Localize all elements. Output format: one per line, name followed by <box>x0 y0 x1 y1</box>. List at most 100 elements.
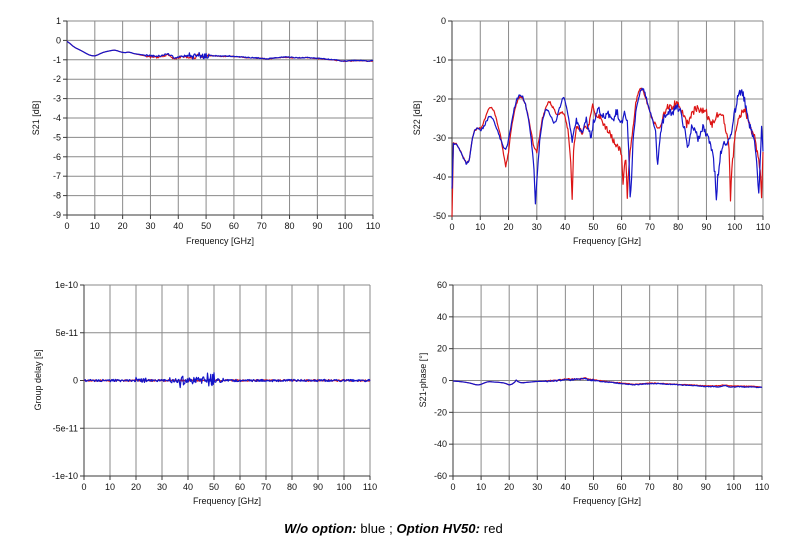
x-tick-label: 90 <box>701 482 711 492</box>
x-tick-label: 10 <box>476 482 486 492</box>
x-tick-label: 0 <box>81 482 86 492</box>
x-tick-label: 40 <box>560 222 570 232</box>
x-tick-label: 0 <box>449 222 454 232</box>
y-tick-label: -5e-11 <box>53 423 78 433</box>
x-tick-label: 80 <box>673 482 683 492</box>
x-tick-label: 50 <box>588 482 598 492</box>
x-tick-label: 80 <box>673 222 683 232</box>
y-tick-label: -1e-10 <box>52 471 78 481</box>
trace-option-hv50 <box>66 40 374 63</box>
x-tick-label: 40 <box>560 482 570 492</box>
s21-phase-x-axis-label: Frequency [GHz] <box>572 496 642 506</box>
y-tick-label: -1 <box>53 55 61 65</box>
x-tick-label: 100 <box>336 482 351 492</box>
y-tick-label: 0 <box>441 16 446 26</box>
y-tick-label: 0 <box>442 376 447 386</box>
x-tick-label: 60 <box>617 482 627 492</box>
x-tick-label: 100 <box>338 221 353 231</box>
s21-x-axis-label: Frequency [GHz] <box>185 236 255 246</box>
x-tick-label: 50 <box>588 222 598 232</box>
y-tick-label: 1 <box>56 16 61 26</box>
x-tick-label: 80 <box>287 482 297 492</box>
caption-hv50-value: red <box>483 521 503 536</box>
y-tick-label: -20 <box>434 407 447 417</box>
s21-phase-y-axis-label: S21-phase [°] <box>418 352 428 408</box>
y-tick-label: 40 <box>437 312 447 322</box>
chart-s22: 0 10 20 30 40 50 60 70 80 90 100 110 0 -10 -20 -30 -40 -5… <box>433 16 770 232</box>
y-tick-label: -20 <box>433 94 446 104</box>
x-tick-label: 20 <box>118 221 128 231</box>
y-tick-label: -3 <box>53 94 61 104</box>
x-tick-label: 70 <box>645 222 655 232</box>
figure-caption: W/o option: blue ; Option HV50: red <box>0 521 787 536</box>
y-tick-label: 5e-11 <box>56 328 78 338</box>
x-tick-label: 30 <box>532 482 542 492</box>
x-tick-label: 50 <box>201 221 211 231</box>
x-tick-label: 110 <box>366 221 380 231</box>
y-tick-label: 60 <box>437 280 447 290</box>
x-tick-label: 100 <box>726 482 741 492</box>
group-delay-y-axis-label: Group delay [s] <box>33 349 43 411</box>
y-tick-label: -8 <box>53 191 61 201</box>
x-tick-label: 60 <box>617 222 627 232</box>
chart-s21-phase: 0 10 20 30 40 50 60 70 80 90 100 110 60 40 20 0 -20 -40 -6… <box>434 280 769 492</box>
x-tick-label: 60 <box>235 482 245 492</box>
y-tick-label: -2 <box>53 74 61 84</box>
x-tick-label: 70 <box>645 482 655 492</box>
x-tick-label: 60 <box>229 221 239 231</box>
s22-y-axis-label: S22 [dB] <box>412 100 422 136</box>
x-tick-label: 110 <box>756 222 770 232</box>
x-tick-label: 80 <box>285 221 295 231</box>
s22-x-axis-label: Frequency [GHz] <box>572 236 642 246</box>
caption-wo-option-value: blue <box>360 521 386 536</box>
y-tick-label: -5 <box>53 132 61 142</box>
y-tick-label: -6 <box>53 152 61 162</box>
y-tick-label: -50 <box>433 211 446 221</box>
y-tick-label: -4 <box>53 113 61 123</box>
x-tick-label: 0 <box>64 221 69 231</box>
group-delay-x-axis-label: Frequency [GHz] <box>192 496 262 506</box>
x-tick-label: 90 <box>313 482 323 492</box>
x-tick-label: 30 <box>532 222 542 232</box>
trace-w-o-option <box>452 377 763 389</box>
caption-separator: ; <box>389 521 393 536</box>
x-tick-label: 10 <box>105 482 115 492</box>
x-tick-label: 10 <box>90 221 100 231</box>
x-tick-label: 0 <box>450 482 455 492</box>
trace-w-o-option <box>83 372 371 389</box>
x-tick-label: 30 <box>145 221 155 231</box>
s21-y-axis-label: S21 [dB] <box>31 100 41 136</box>
x-tick-label: 10 <box>475 222 485 232</box>
x-tick-label: 70 <box>257 221 267 231</box>
y-tick-label: -60 <box>434 471 447 481</box>
x-tick-label: 70 <box>261 482 271 492</box>
x-tick-label: 20 <box>504 222 514 232</box>
x-tick-label: 50 <box>209 482 219 492</box>
x-tick-label: 20 <box>131 482 141 492</box>
x-tick-label: 40 <box>183 482 193 492</box>
x-tick-label: 110 <box>363 482 377 492</box>
x-tick-label: 40 <box>173 221 183 231</box>
y-tick-label: -10 <box>433 55 446 65</box>
x-tick-label: 110 <box>755 482 769 492</box>
x-tick-label: 20 <box>504 482 514 492</box>
y-tick-label: 1e-10 <box>55 280 78 290</box>
caption-hv50-label: Option HV50: <box>396 521 481 536</box>
y-tick-label: -40 <box>434 439 447 449</box>
y-tick-label: 20 <box>437 344 447 354</box>
caption-wo-option-label: W/o option: <box>284 521 357 536</box>
x-tick-label: 90 <box>701 222 711 232</box>
y-tick-label: 0 <box>56 35 61 45</box>
trace-option-hv50 <box>451 87 764 217</box>
y-tick-label: -9 <box>53 210 61 220</box>
x-tick-label: 100 <box>727 222 742 232</box>
trace-w-o-option <box>451 87 764 205</box>
y-tick-label: -40 <box>433 172 446 182</box>
y-tick-label: -7 <box>53 171 61 181</box>
chart-group-delay: 0 10 20 30 40 50 60 70 80 90 100 110 1e-10 5e-11 0 -5e-… <box>52 280 377 492</box>
y-tick-label: 0 <box>73 376 78 386</box>
x-tick-label: 30 <box>157 482 167 492</box>
y-tick-label: -30 <box>433 133 446 143</box>
